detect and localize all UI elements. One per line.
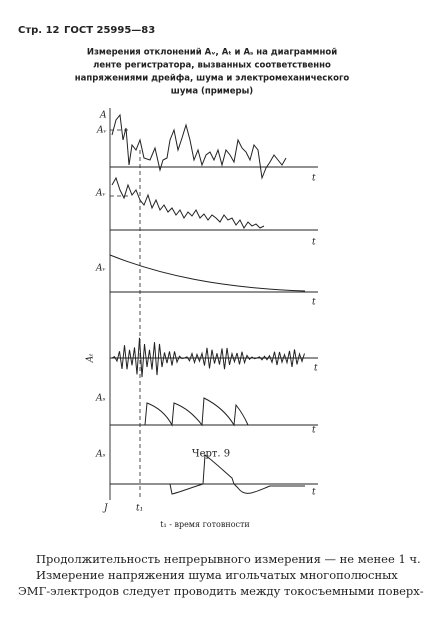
label: J	[102, 504, 109, 514]
label: t	[312, 488, 316, 498]
page-number: Стр. 12	[18, 25, 60, 36]
paragraph-line: Измерение напряжения шума игольчатых мно…	[36, 568, 398, 582]
label: t	[312, 298, 316, 308]
title-line: Измерения отклонений Aᵥ, Aₜ и Aₛ на диаг…	[87, 48, 337, 58]
drift-trace	[111, 113, 287, 180]
figure: A Aᵥ t Aᵥ t Aᵥ t Aₜ t Aₛ t Aₛ t J t₁ Чер…	[86, 108, 318, 529]
paragraph-line: ЭМГ-электродов следует проводить между т…	[18, 584, 424, 598]
label: A	[99, 111, 107, 121]
label: Aᵥ	[95, 189, 106, 199]
label: t	[312, 426, 316, 436]
label: Aₜ	[86, 353, 96, 363]
pulse-trace	[110, 397, 305, 427]
standard: ГОСТ 25995—83	[64, 25, 155, 36]
note: t₁ - время готовности	[160, 520, 250, 529]
paragraph-line: Продолжительность непрерывного измерения…	[36, 552, 421, 566]
title-line: ленте регистратора, вызванных соответств…	[93, 61, 331, 71]
label: t	[312, 174, 316, 184]
title-line: напряжениями дрейфа, шума и электромехан…	[75, 74, 350, 84]
label: t₁	[136, 504, 143, 514]
label: Aₛ	[95, 394, 106, 404]
decay-curve	[109, 254, 306, 292]
caption: Черт. 9	[192, 449, 230, 460]
noise-trace	[111, 337, 305, 378]
label: Aₛ	[95, 450, 106, 460]
label: t	[314, 364, 318, 374]
label: t	[312, 238, 316, 248]
drift-trace	[111, 176, 265, 229]
label: Aᵥ	[95, 264, 106, 274]
title-line: шума (примеры)	[171, 87, 253, 97]
label: Aᵥ	[96, 126, 107, 136]
pulse-trace	[110, 454, 305, 495]
